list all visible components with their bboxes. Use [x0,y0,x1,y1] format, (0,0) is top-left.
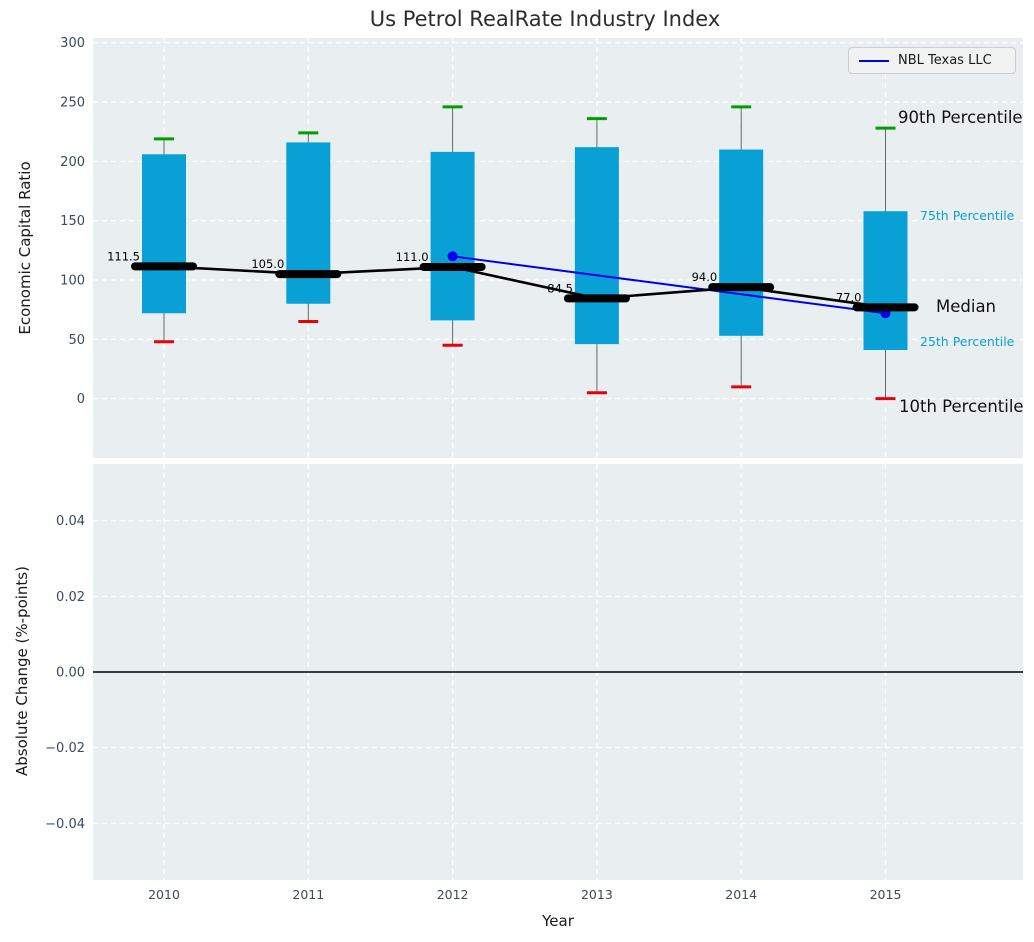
legend-label: NBL Texas LLC [898,53,992,68]
box-2014 [719,149,764,336]
median-value-label-2012: 111.0 [396,250,429,264]
xtick-2015: 2015 [870,887,902,902]
median-value-label-2010: 111.5 [107,249,140,263]
bottom-ytick-3: −0.02 [45,741,85,756]
box-2011 [286,142,331,304]
xtick-2013: 2013 [581,887,613,902]
company-point-2012 [447,251,458,262]
top-ytick-50: 50 [68,333,85,348]
median-value-label-2011: 105.0 [251,257,284,271]
annotation-75th-percentile: 75th Percentile [920,208,1015,223]
legend: NBL Texas LLC [848,47,1016,74]
box-2015 [863,211,908,351]
xtick-2010: 2010 [148,887,180,902]
top-ytick-0: 0 [77,392,85,407]
chart-title: Us Petrol RealRate Industry Index [369,7,721,31]
box-2012 [430,151,475,321]
y-axis-label-absolute-change: Absolute Change (%-points) [13,566,31,776]
top-ytick-300: 300 [60,36,85,51]
bottom-ytick-4: −0.04 [45,817,85,832]
company-line [452,255,886,315]
top-ytick-150: 150 [60,214,85,229]
top-ytick-100: 100 [60,274,85,289]
xtick-2012: 2012 [437,887,469,902]
median-value-label-2014: 94.0 [692,270,718,284]
top-ytick-200: 200 [60,155,85,170]
annotation-25th-percentile: 25th Percentile [920,334,1015,349]
annotation-90th-percentile: 90th Percentile [898,108,1023,127]
xtick-2014: 2014 [725,887,757,902]
annotation-10th-percentile: 10th Percentile [899,397,1024,416]
median-value-label-2015: 77.0 [836,290,862,304]
bottom-ytick-2: 0.00 [56,666,85,681]
x-axis-label-year: Year [542,912,574,930]
median-value-label-2013: 84.5 [547,281,573,295]
y-axis-label-economic-capital-ratio: Economic Capital Ratio [16,161,34,335]
box-2013 [574,147,619,345]
top-ytick-250: 250 [60,96,85,111]
bottom-ytick-0: 0.04 [56,514,85,529]
legend-line-sample-icon [859,59,889,62]
annotation-median: Median [936,297,997,316]
box-2010 [142,154,186,314]
xtick-2011: 2011 [292,887,324,902]
bottom-ytick-1: 0.02 [56,590,85,605]
